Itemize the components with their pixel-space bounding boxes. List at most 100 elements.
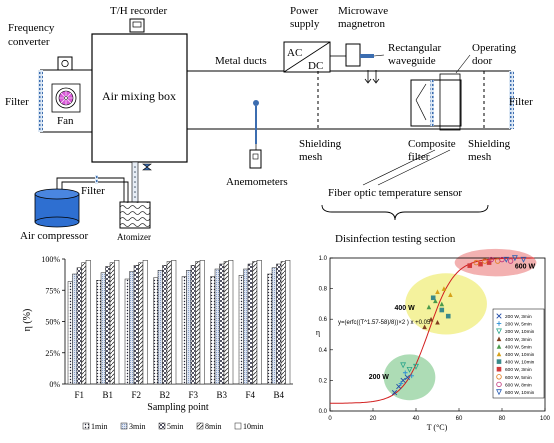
air-mixing-box-label: Air mixing box bbox=[102, 89, 176, 103]
rectangular-waveguide-label-line2: waveguide bbox=[388, 55, 436, 67]
mid-filter-icon bbox=[95, 175, 98, 184]
bar bbox=[114, 260, 120, 385]
bar-x-tick-label: B1 bbox=[102, 390, 113, 400]
scatter-y-tick-label: 0.0 bbox=[319, 409, 328, 415]
scatter-point bbox=[435, 319, 440, 325]
scatter-legend-label: 400 W, 3min bbox=[505, 337, 532, 343]
bar-y-ticks: 0% 25% 50% 75% 100% bbox=[41, 255, 65, 389]
scatter-point bbox=[478, 261, 483, 267]
bar bbox=[142, 260, 148, 385]
bar-x-tick-label: F1 bbox=[74, 390, 84, 400]
scatter-x-tick-label: 60 bbox=[456, 416, 463, 422]
bar bbox=[276, 263, 282, 385]
bar bbox=[243, 268, 249, 385]
scatter-x-tick-label: 100 bbox=[540, 416, 551, 422]
scatter-point bbox=[482, 258, 488, 264]
scatter-point bbox=[400, 377, 406, 384]
scatter-point bbox=[439, 301, 445, 307]
scatter-point bbox=[473, 259, 479, 266]
bar-x-tick-label: B2 bbox=[159, 390, 170, 400]
scatter-point bbox=[467, 263, 473, 268]
scatter-point bbox=[430, 295, 436, 301]
scatter-point bbox=[426, 304, 432, 310]
scatter-x-tick-label: 0 bbox=[328, 416, 332, 422]
bar bbox=[223, 261, 229, 385]
bar-y-tick-label: 25% bbox=[45, 349, 60, 358]
scatter-point bbox=[499, 256, 505, 263]
scatter-y-tick-label: 0.6 bbox=[319, 317, 328, 323]
frequency-converter-label-line1: Frequency bbox=[8, 22, 55, 34]
bar-x-ticks: F1 B1 F2 B2 F3 B3 F4 B4 bbox=[74, 390, 284, 400]
scatter-point bbox=[496, 351, 502, 357]
scatter-point bbox=[496, 321, 502, 326]
bar bbox=[199, 260, 205, 385]
th-recorder-box bbox=[129, 18, 145, 33]
atomizer-label: Atomizer bbox=[117, 232, 151, 242]
frequency-converter-box bbox=[57, 56, 73, 71]
scatter-y-tick-label: 1.0 bbox=[319, 256, 328, 262]
bar-legend-label: 8min bbox=[205, 422, 221, 431]
disinfection-chamber bbox=[410, 79, 462, 127]
bar bbox=[214, 268, 220, 385]
ac-dc-diagonal bbox=[283, 41, 331, 73]
scatter-point bbox=[511, 255, 518, 262]
scatter-point bbox=[496, 328, 502, 335]
scatter-x-tick-label: 40 bbox=[413, 416, 420, 422]
bar bbox=[247, 263, 253, 385]
anemometer-meter-screen bbox=[252, 153, 259, 160]
scatter-point bbox=[435, 289, 440, 294]
scatter-legend-label: 200 W, 10min bbox=[505, 329, 535, 335]
scatter-point bbox=[400, 362, 407, 369]
scatter-legend-label: 400 W, 10min bbox=[505, 360, 535, 366]
air-compressor-label: Air compressor bbox=[20, 230, 88, 242]
microwave-magnetron-label-line1: Microwave bbox=[338, 5, 388, 17]
atomizer-pipe-dots-icon bbox=[134, 166, 136, 198]
scatter-point bbox=[496, 381, 502, 388]
bar-x-tick-label: B4 bbox=[273, 390, 284, 400]
scatter-point bbox=[413, 363, 419, 370]
waveguide-shape bbox=[415, 83, 427, 121]
scatter-point bbox=[404, 374, 411, 380]
frequency-converter-label-line2: converter bbox=[8, 36, 50, 48]
shielding-mesh-1-label-line1: Shielding bbox=[299, 138, 342, 150]
compressor-tube bbox=[56, 177, 125, 202]
bar bbox=[181, 276, 187, 385]
bar-x-tick-label: F4 bbox=[245, 390, 255, 400]
scatter-point bbox=[433, 298, 438, 304]
scatter-y-tick-label: 0.4 bbox=[319, 348, 328, 354]
right-filter bbox=[509, 71, 514, 129]
scatter-point bbox=[448, 292, 453, 298]
shielding-mesh-2-label-line1: Shielding bbox=[468, 138, 511, 150]
scatter-point bbox=[496, 359, 502, 364]
scatter-point bbox=[409, 373, 414, 379]
bar bbox=[133, 265, 139, 385]
bar-bars bbox=[67, 260, 291, 385]
scatter-point bbox=[496, 374, 502, 380]
scatter-cluster-label: 600 W bbox=[515, 264, 536, 271]
bar bbox=[100, 272, 106, 385]
left-filter bbox=[38, 70, 43, 132]
anemometer-probe bbox=[253, 100, 259, 106]
scatter-point bbox=[439, 307, 445, 313]
bar-legend-swatch bbox=[234, 422, 242, 430]
atomizer-vessel bbox=[119, 201, 151, 229]
scatter-legend-label: 200 W, 3min bbox=[505, 314, 532, 320]
scatter-legend-label: 200 W, 5min bbox=[505, 322, 532, 328]
scatter-x-ticks: 0 20 40 60 80 100 bbox=[328, 408, 551, 422]
scatter-point bbox=[422, 324, 427, 330]
scatter-y-tick-label: 0.8 bbox=[319, 287, 328, 293]
filter-right-label: Filter bbox=[509, 96, 533, 108]
bar bbox=[228, 260, 234, 385]
magnetron-box bbox=[345, 43, 361, 67]
bar bbox=[96, 280, 102, 385]
dc-label: DC bbox=[308, 60, 323, 72]
scatter-legend-label: 600 W, 3min bbox=[505, 367, 532, 373]
bar bbox=[190, 265, 196, 385]
frequency-converter-dial-icon bbox=[61, 59, 69, 68]
bar-x-tick-label: F3 bbox=[188, 390, 198, 400]
bar-legend-label: 1min bbox=[91, 422, 107, 431]
door-leader bbox=[455, 54, 471, 74]
operating-door bbox=[439, 73, 461, 131]
scatter-y-ticks: 0.0 0.2 0.4 0.6 0.8 1.0 bbox=[319, 256, 333, 415]
